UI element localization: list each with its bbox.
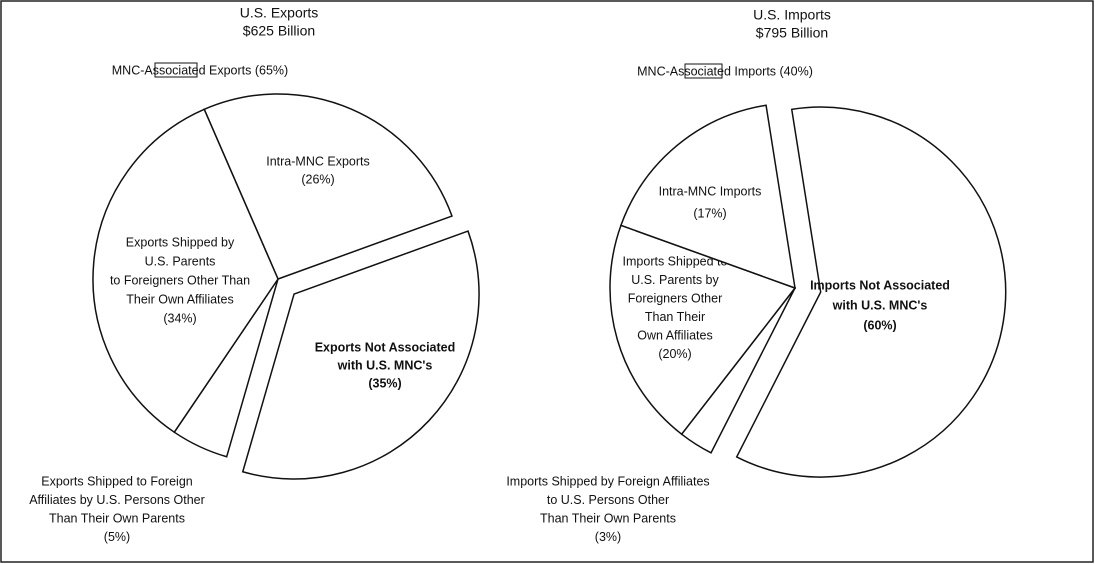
slice-label: U.S. Parents by — [631, 273, 719, 287]
pie-slice — [609, 224, 797, 436]
pie-slice — [92, 108, 279, 434]
slice-value-label: (17%) — [693, 206, 726, 220]
chart-title: U.S. Imports — [753, 7, 831, 23]
slice-label: U.S. Parents — [145, 254, 216, 268]
pie-slice — [203, 93, 453, 280]
slice-value-label: (26%) — [301, 172, 334, 186]
slice-label: Than Their Own Parents — [49, 511, 185, 525]
slice-label: Than Their Own Parents — [540, 511, 676, 525]
legend-label: MNC-Associated Imports (40%) — [637, 64, 813, 78]
legend-swatch — [684, 63, 723, 79]
slice-value-label: (60%) — [863, 318, 896, 332]
slice-label: Imports Not Associated — [810, 278, 950, 292]
slice-label: Exports Shipped to Foreign — [41, 474, 193, 488]
slice-label: Imports Shipped to — [623, 254, 728, 268]
slice-label: Intra-MNC Imports — [659, 184, 762, 198]
slice-label: Than Their — [645, 310, 705, 324]
slice-label: Own Affiliates — [637, 328, 713, 342]
slice-label: Foreigners Other — [628, 291, 722, 305]
pie-slice — [619, 104, 796, 290]
slice-label: Exports Shipped by — [126, 235, 235, 249]
slice-label: to Foreigners Other Than — [110, 273, 250, 287]
slice-value-label: (5%) — [104, 530, 130, 544]
slice-value-label: (35%) — [368, 376, 401, 390]
chart-subtitle: $625 Billion — [243, 23, 315, 39]
slice-label: Intra-MNC Exports — [266, 154, 370, 168]
pie-slice — [241, 230, 480, 480]
slice-label: Affiliates by U.S. Persons Other — [29, 493, 205, 507]
pie-slice — [735, 106, 1007, 478]
legend-label: MNC-Associated Exports (65%) — [112, 63, 288, 77]
slice-label: Their Own Affiliates — [126, 292, 233, 306]
slice-label: to U.S. Persons Other — [547, 493, 669, 507]
slice-label: with U.S. MNC's — [832, 298, 928, 312]
slice-label: Imports Shipped by Foreign Affiliates — [506, 474, 709, 488]
chart-title: U.S. Exports — [240, 5, 319, 21]
chart-subtitle: $795 Billion — [756, 25, 828, 41]
slice-value-label: (20%) — [658, 347, 691, 361]
slice-value-label: (34%) — [163, 311, 196, 325]
slice-label: Exports Not Associated — [315, 340, 456, 354]
slice-value-label: (3%) — [595, 530, 621, 544]
slice-label: with U.S. MNC's — [337, 358, 433, 372]
legend-swatch — [154, 62, 198, 78]
